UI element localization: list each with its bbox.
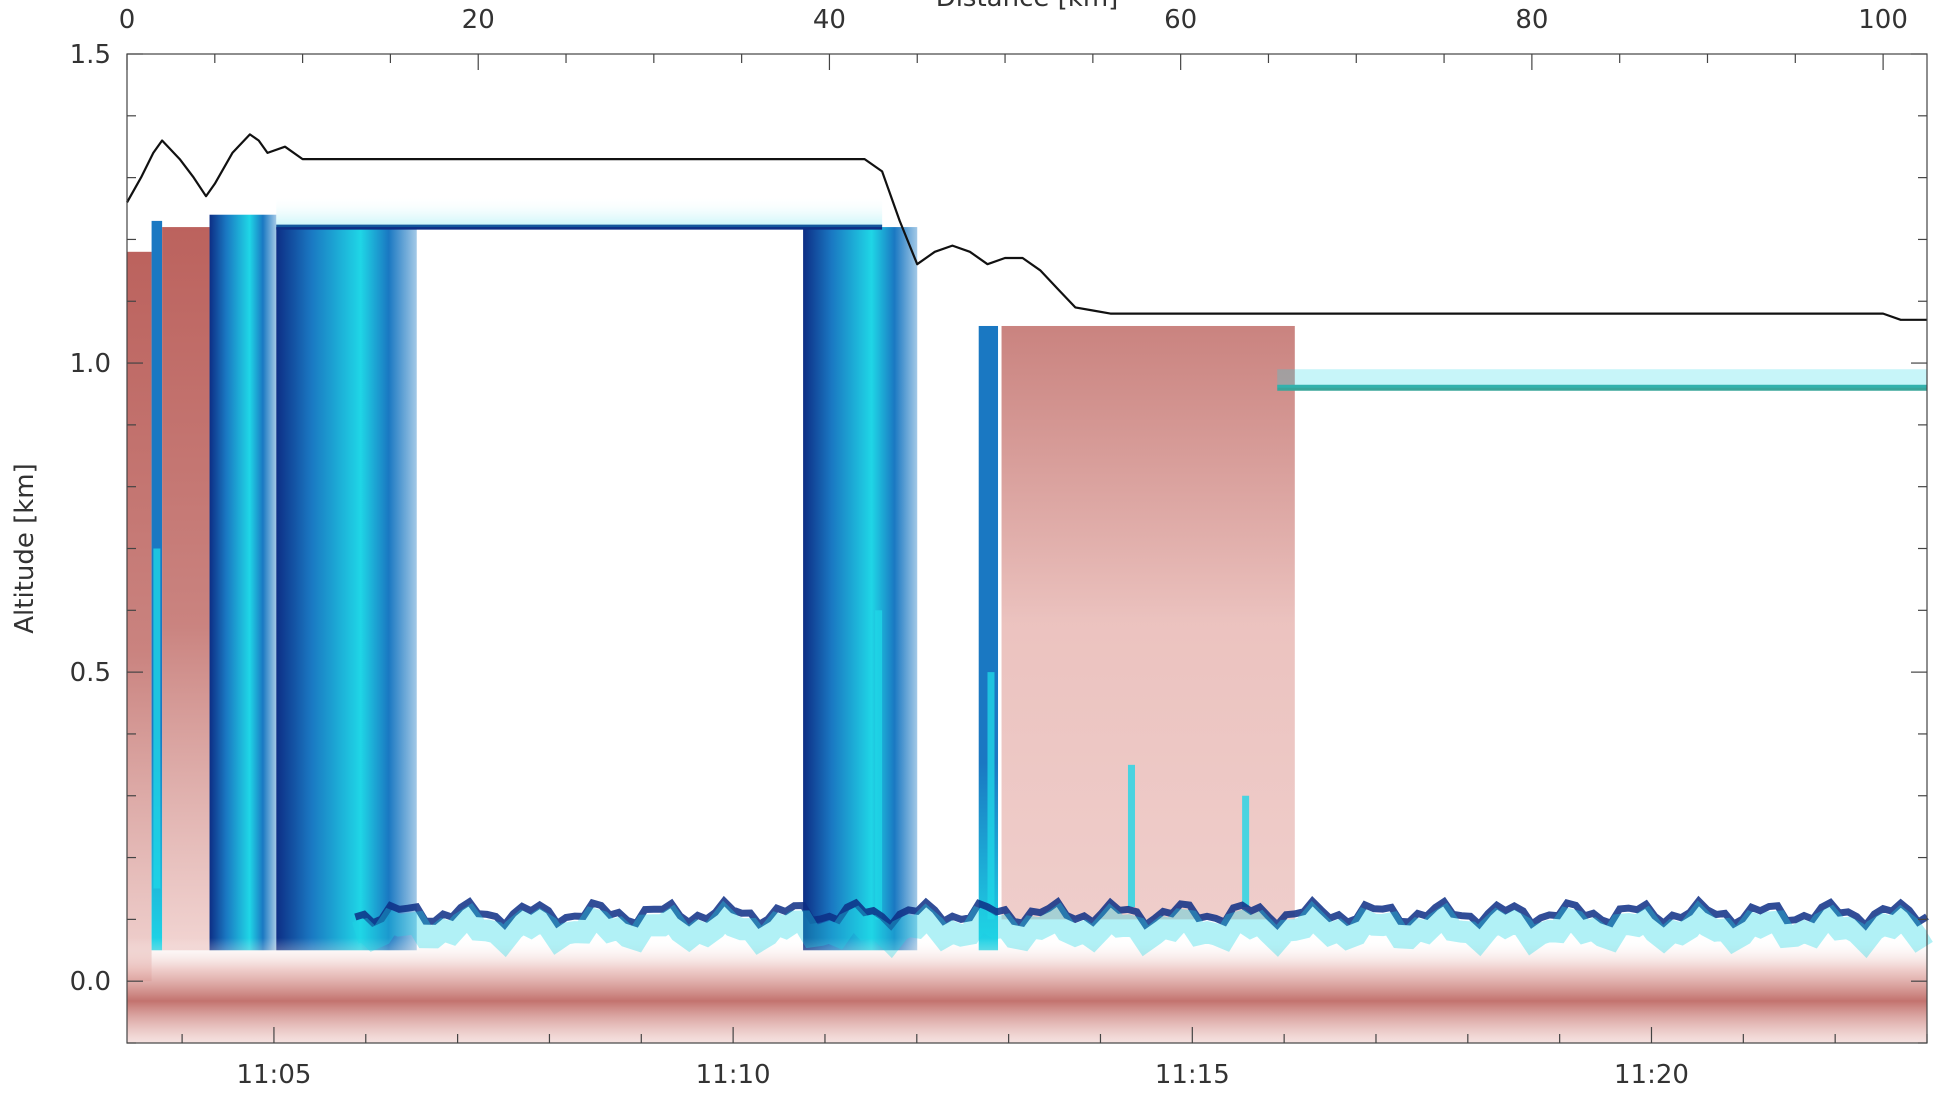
- stratus-haze: [1277, 369, 1927, 388]
- cloud-block-cool: [209, 214, 277, 951]
- bottom-tick-label: 11:20: [1614, 1060, 1689, 1090]
- top-tick-label: 0: [119, 5, 136, 35]
- aircraft-track: [126, 133, 1927, 321]
- y-tick-label: 1.5: [70, 40, 111, 70]
- bottom-tick-label: 11:10: [696, 1060, 771, 1090]
- top-axis-label: Distance [km]: [936, 0, 1119, 13]
- aircraft-altitude-line: [126, 133, 1927, 321]
- top-tick-label: 20: [462, 5, 495, 35]
- top-tick-label: 80: [1515, 5, 1548, 35]
- boundary-layer-haze: [352, 900, 1933, 959]
- cloud-block-cool: [276, 227, 417, 951]
- cyan-streak: [987, 672, 995, 920]
- cloud-block-cool: [803, 227, 918, 951]
- layer-lines: [127, 196, 1933, 1043]
- cyan-streak: [875, 610, 883, 920]
- cyan-streak: [1127, 764, 1135, 908]
- y-tick-label: 1.0: [70, 349, 111, 379]
- y-tick-label: 0.0: [70, 967, 111, 997]
- cyan-streak: [153, 548, 161, 889]
- cyan-streak: [1242, 795, 1250, 908]
- surface-band: [127, 937, 1927, 1043]
- cloud-block-warm: [127, 251, 152, 982]
- y-axis-label: Altitude [km]: [10, 463, 40, 634]
- y-tick-label: 0.5: [70, 658, 111, 688]
- cloud-block-warm: [162, 227, 210, 951]
- cloud-top-haze: [276, 196, 883, 228]
- boundary-layer-line: [354, 895, 1929, 931]
- cloud-field: [127, 214, 1295, 982]
- bottom-tick-label: 11:05: [236, 1060, 311, 1090]
- top-tick-label: 60: [1164, 5, 1197, 35]
- cloud-block-warm: [1001, 325, 1295, 920]
- bottom-tick-label: 11:15: [1155, 1060, 1230, 1090]
- top-tick-label: 40: [813, 5, 846, 35]
- axes: 0.0 0.5 1.0 1.5 Altitude [km] 0 20 40 60 80 100 Dis…: [10, 0, 1928, 1090]
- top-tick-label: 100: [1858, 5, 1908, 35]
